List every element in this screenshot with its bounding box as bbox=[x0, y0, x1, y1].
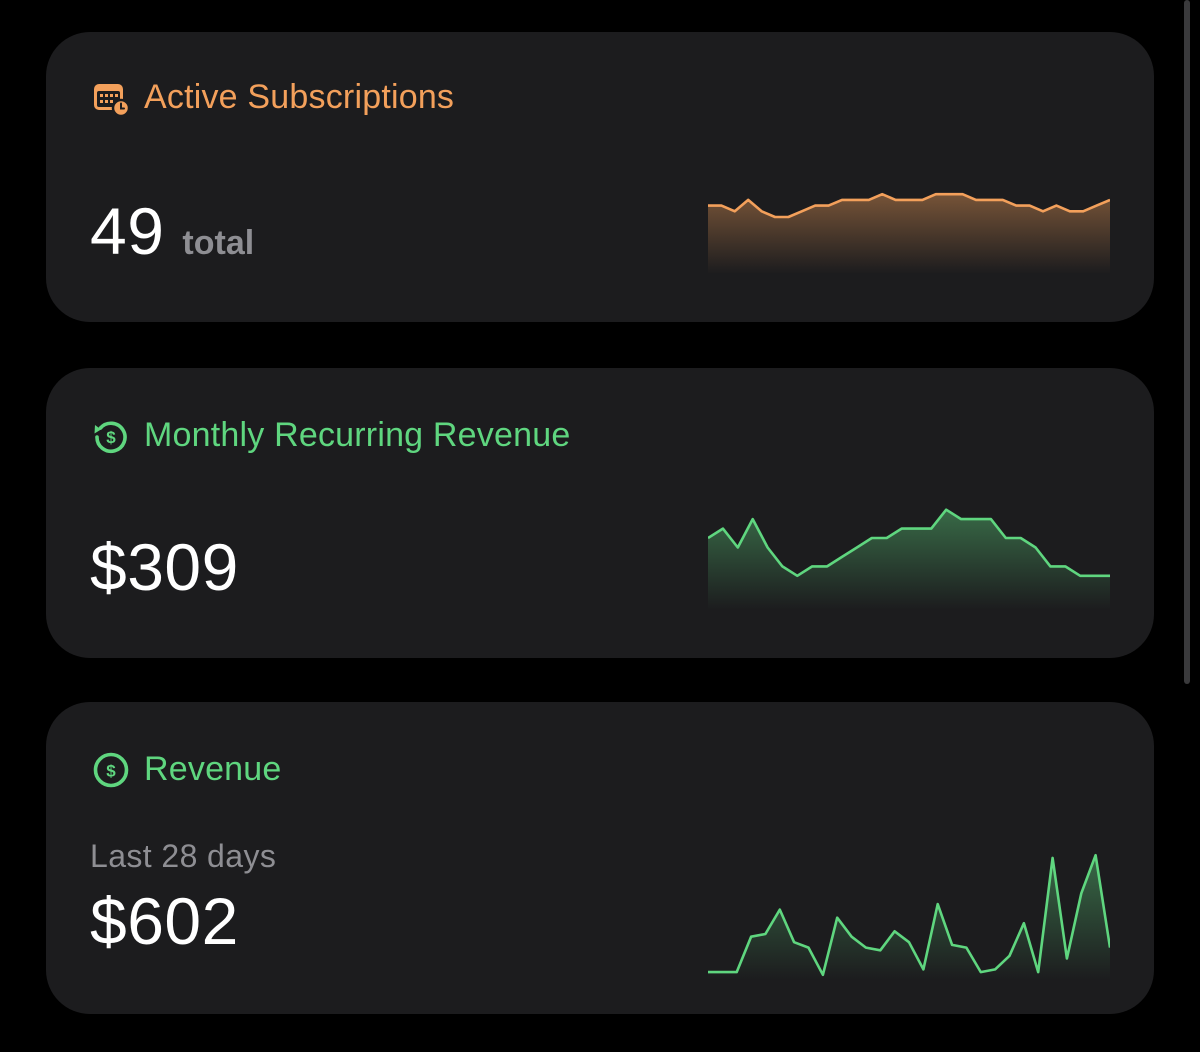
metric-unit: total bbox=[182, 224, 255, 262]
metric-row: 49 total bbox=[90, 198, 254, 264]
metric-value: 49 bbox=[90, 194, 165, 268]
metric-value: $602 bbox=[90, 884, 239, 958]
sparkline-chart bbox=[708, 192, 1110, 274]
sparkline-line bbox=[708, 508, 1110, 578]
card-title: Revenue bbox=[144, 750, 282, 788]
scrollbar[interactable] bbox=[1184, 0, 1190, 684]
sparkline-chart bbox=[708, 853, 1110, 980]
revenue-card[interactable]: $ Revenue Last 28 days $602 bbox=[46, 702, 1154, 1014]
card-header: $ Revenue bbox=[92, 750, 282, 789]
sparkline-chart bbox=[708, 508, 1110, 610]
metric-value: $309 bbox=[90, 530, 239, 604]
metric-row: $309 bbox=[90, 534, 239, 600]
sparkline-area bbox=[708, 194, 1110, 274]
calendar-clock-icon bbox=[94, 83, 130, 117]
sparkline-line bbox=[708, 853, 1110, 977]
dollar-circle-icon: $ bbox=[93, 752, 129, 787]
metric-row: $602 bbox=[90, 888, 239, 954]
sparkline-area bbox=[708, 509, 1110, 610]
card-title: Monthly Recurring Revenue bbox=[144, 416, 571, 454]
svg-text:$: $ bbox=[106, 761, 116, 780]
monthly-recurring-revenue-card[interactable]: $ Monthly Recurring Revenue $309 bbox=[46, 368, 1154, 658]
svg-text:$: $ bbox=[106, 428, 116, 447]
active-subscriptions-card[interactable]: Active Subscriptions 49 total bbox=[46, 32, 1154, 322]
period-label: Last 28 days bbox=[90, 838, 277, 874]
card-header: $ Monthly Recurring Revenue bbox=[92, 416, 570, 455]
card-header: Active Subscriptions bbox=[92, 78, 454, 117]
dollar-refresh-icon: $ bbox=[94, 420, 127, 453]
sparkline-line bbox=[708, 192, 1110, 219]
card-title: Active Subscriptions bbox=[144, 78, 455, 116]
